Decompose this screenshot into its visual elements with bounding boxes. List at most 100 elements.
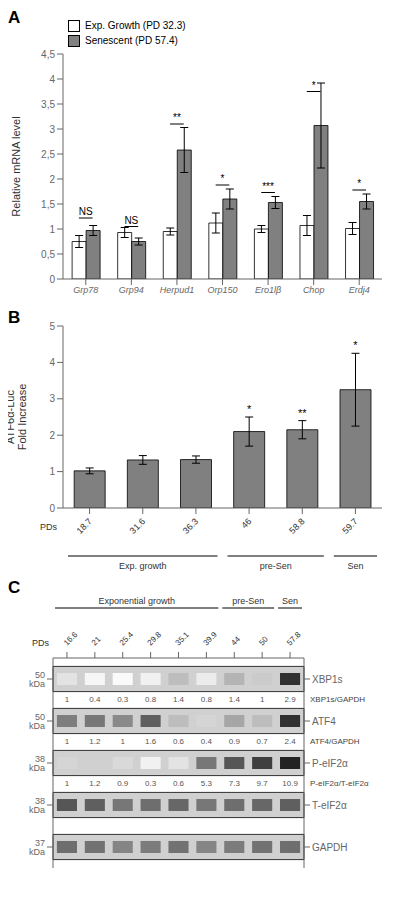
svg-text:Sen: Sen — [347, 561, 363, 571]
svg-text:Exponential growth: Exponential growth — [98, 596, 175, 606]
svg-text:Herpud1: Herpud1 — [160, 285, 195, 295]
svg-text:46: 46 — [239, 516, 253, 530]
svg-text:3,5: 3,5 — [41, 99, 55, 110]
svg-text:50: 50 — [257, 634, 270, 647]
svg-text:*: * — [247, 403, 252, 415]
svg-text:0.3: 0.3 — [145, 779, 157, 788]
svg-text:0: 0 — [49, 274, 55, 285]
svg-text:0.6: 0.6 — [173, 737, 185, 746]
svg-text:4: 4 — [49, 74, 55, 85]
svg-text:ATF4/GAPDH: ATF4/GAPDH — [310, 737, 360, 746]
svg-text:4,5: 4,5 — [41, 49, 55, 60]
svg-text:10.9: 10.9 — [282, 779, 298, 788]
svg-text:57.8: 57.8 — [285, 630, 303, 648]
svg-text:3: 3 — [49, 393, 55, 404]
svg-text:16.6: 16.6 — [62, 630, 80, 648]
svg-text:1: 1 — [120, 737, 125, 746]
svg-text:2.9: 2.9 — [284, 695, 296, 704]
svg-text:50kDa: 50kDa — [29, 670, 45, 689]
svg-text:NS: NS — [124, 215, 138, 226]
svg-text:2: 2 — [49, 174, 55, 185]
svg-text:1: 1 — [260, 695, 265, 704]
svg-text:Orp150: Orp150 — [207, 285, 237, 295]
svg-text:4: 4 — [49, 357, 55, 368]
svg-text:7.3: 7.3 — [229, 779, 241, 788]
svg-text:***: *** — [262, 181, 274, 192]
svg-text:37kDa: 37kDa — [29, 838, 45, 857]
svg-text:1: 1 — [65, 695, 70, 704]
svg-text:39.9: 39.9 — [201, 630, 219, 648]
svg-text:PDs: PDs — [40, 522, 58, 532]
svg-text:pre-Sen: pre-Sen — [260, 561, 292, 571]
svg-text:36.3: 36.3 — [181, 516, 200, 535]
svg-text:1.4: 1.4 — [229, 695, 241, 704]
svg-text:0.4: 0.4 — [201, 737, 213, 746]
svg-text:9.7: 9.7 — [257, 779, 269, 788]
svg-text:58.8: 58.8 — [287, 516, 306, 535]
svg-text:0: 0 — [49, 503, 55, 514]
svg-text:2.4: 2.4 — [284, 737, 296, 746]
svg-text:0.7: 0.7 — [257, 737, 269, 746]
svg-text:*: * — [357, 178, 361, 189]
svg-text:59.7: 59.7 — [340, 516, 359, 535]
svg-text:21: 21 — [90, 634, 103, 647]
svg-text:2,5: 2,5 — [41, 149, 55, 160]
svg-text:Exp. growth: Exp. growth — [119, 561, 167, 571]
svg-text:1: 1 — [49, 224, 55, 235]
svg-text:*: * — [312, 80, 316, 91]
svg-text:0.3: 0.3 — [117, 695, 129, 704]
svg-text:1: 1 — [49, 466, 55, 477]
html-text:B: B — [8, 308, 21, 327]
svg-text:P-eIF2α/T-eIF2α: P-eIF2α/T-eIF2α — [310, 779, 369, 788]
svg-text:Sen: Sen — [282, 596, 298, 606]
svg-text:29.8: 29.8 — [146, 630, 164, 648]
svg-text:3: 3 — [49, 124, 55, 135]
svg-text:38kDa: 38kDa — [29, 754, 45, 773]
svg-text:1.2: 1.2 — [89, 779, 101, 788]
svg-text:**: ** — [173, 112, 181, 123]
svg-text:**: ** — [298, 407, 307, 419]
svg-text:P-eIF2α: P-eIF2α — [312, 758, 348, 769]
svg-text:25.4: 25.4 — [118, 630, 136, 648]
svg-text:*: * — [221, 173, 225, 184]
svg-text:Relative mRNA level: Relative mRNA level — [10, 116, 22, 216]
svg-text:0.9: 0.9 — [117, 779, 129, 788]
svg-text:ATF6α-LucFold Increase: ATF6α-LucFold Increase — [8, 384, 28, 451]
svg-text:Grp94: Grp94 — [119, 285, 144, 295]
svg-text:35.1: 35.1 — [174, 630, 192, 648]
svg-text:0.8: 0.8 — [201, 695, 213, 704]
svg-text:Ero1lβ: Ero1lβ — [255, 285, 281, 295]
svg-text:2: 2 — [49, 430, 55, 441]
svg-text:*: * — [353, 339, 358, 351]
svg-text:5.3: 5.3 — [201, 779, 213, 788]
svg-text:1.4: 1.4 — [173, 695, 185, 704]
svg-text:PDs: PDs — [32, 638, 50, 648]
svg-text:44: 44 — [229, 634, 242, 647]
svg-text:0.4: 0.4 — [89, 695, 101, 704]
svg-text:38kDa: 38kDa — [29, 796, 45, 815]
svg-text:T-eIF2α: T-eIF2α — [312, 800, 347, 811]
svg-text:31.6: 31.6 — [128, 516, 147, 535]
svg-text:50kDa: 50kDa — [29, 712, 45, 731]
svg-text:1.2: 1.2 — [89, 737, 101, 746]
svg-text:1: 1 — [65, 779, 70, 788]
svg-text:5: 5 — [49, 321, 55, 332]
svg-text:GAPDH: GAPDH — [312, 842, 348, 853]
svg-text:0.9: 0.9 — [229, 737, 241, 746]
svg-text:XBP1s/GAPDH: XBP1s/GAPDH — [310, 695, 365, 704]
svg-text:0.8: 0.8 — [145, 695, 157, 704]
svg-text:18.7: 18.7 — [75, 516, 94, 535]
html-text:A: A — [8, 8, 21, 27]
svg-text:pre-Sen: pre-Sen — [232, 596, 264, 606]
svg-text:0,5: 0,5 — [41, 249, 55, 260]
svg-text:Grp78: Grp78 — [73, 285, 98, 295]
svg-text:1.6: 1.6 — [145, 737, 157, 746]
svg-text:Chop: Chop — [303, 285, 325, 295]
svg-text:1,5: 1,5 — [41, 199, 55, 210]
svg-text:0.6: 0.6 — [173, 779, 185, 788]
svg-text:XBP1s: XBP1s — [312, 674, 343, 685]
svg-text:ATF4: ATF4 — [312, 716, 336, 727]
svg-text:Erdj4: Erdj4 — [349, 285, 370, 295]
svg-text:1: 1 — [65, 737, 70, 746]
svg-text:NS: NS — [79, 206, 93, 217]
